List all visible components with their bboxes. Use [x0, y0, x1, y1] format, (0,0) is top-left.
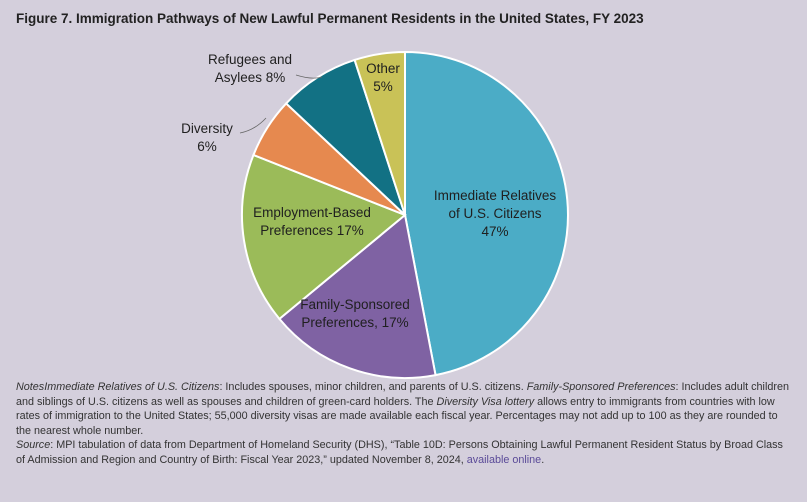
pie-labels: Immediate Relatives of U.S. Citizens 47% Fa… [181, 52, 556, 330]
term-diversity-visa: Diversity Visa lottery [436, 395, 535, 408]
leader-diversity [239, 117, 267, 134]
slice-employment-based-preferences [241, 153, 407, 321]
term-family-sponsored: Family-Sponsored Preferences [526, 381, 676, 393]
slice-other [353, 50, 406, 216]
label-employment-based-preferences: Employment-Based Preferences 17% [253, 205, 371, 238]
source-label: Source [16, 439, 51, 452]
available-online-link[interactable]: available online [466, 453, 542, 466]
leader-refugees-and-asylees [295, 74, 323, 79]
notes-label: Notes [16, 381, 45, 393]
text-immediate-relatives: : Includes spouses, minor children, and … [219, 381, 527, 393]
label-family-sponsored-preferences: Family-Sponsored Preferences, 17% [300, 297, 410, 330]
source-paragraph: Source: MPI tabulation of data from Depa… [16, 438, 792, 467]
label-diversity: Diversity 6% [181, 121, 233, 154]
pie-slices [241, 50, 569, 379]
label-immediate-relatives-of-u-s-citizens: Immediate Relatives of U.S. Citizens 47% [434, 188, 557, 239]
chart-title: Figure 7. Immigration Pathways of New La… [16, 11, 644, 26]
text-family-sponsored: : Includes adult children and siblings o… [16, 381, 789, 408]
label-refugees-and-asylees: Refugees and Asylees 8% [208, 52, 292, 85]
text-diversity-visa: allows entry to immigrants from countrie… [16, 395, 778, 437]
slice-family-sponsored-preferences [278, 213, 437, 379]
chart-notes: NotesImmediate Relatives of U.S. Citizen… [16, 380, 792, 468]
source-text: : MPI tabulation of data from Department… [16, 439, 783, 466]
slice-immediate-relatives-of-u-s-citizens [404, 50, 569, 377]
notes-paragraph: NotesImmediate Relatives of U.S. Citizen… [16, 380, 792, 438]
source-end: . [541, 453, 545, 466]
leader-lines [239, 74, 323, 134]
term-immediate-relatives: Immediate Relatives of U.S. Citizens [44, 381, 220, 393]
label-other: Other 5% [366, 61, 400, 94]
pie-chart: Immediate Relatives of U.S. Citizens 47% Fa… [181, 50, 569, 379]
